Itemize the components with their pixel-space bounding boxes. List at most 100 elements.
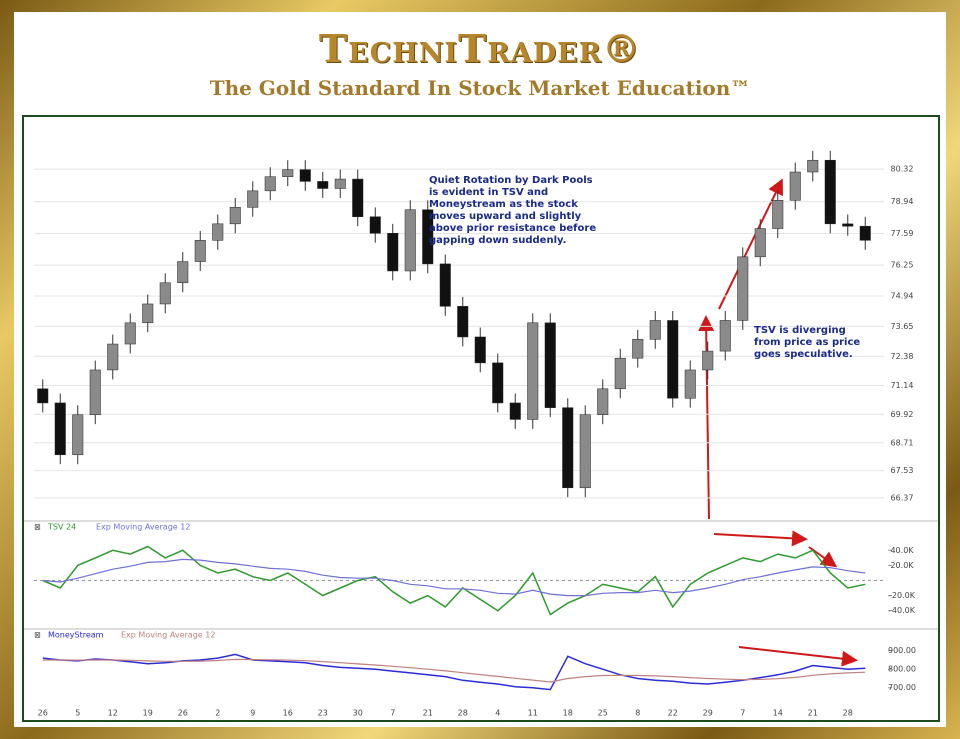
candle-body bbox=[562, 407, 574, 489]
candle-body bbox=[632, 339, 644, 359]
x-tick-label: 29 bbox=[703, 709, 713, 718]
x-tick-label: 21 bbox=[808, 709, 818, 718]
candle-body bbox=[824, 159, 836, 225]
x-tick-label: 7 bbox=[390, 709, 395, 718]
candle-body bbox=[299, 169, 311, 182]
page: TechniTrader® The Gold Standard In Stock… bbox=[14, 12, 946, 727]
legend-label: MoneyStream bbox=[48, 631, 104, 640]
candle-body bbox=[614, 357, 626, 390]
candle-body bbox=[492, 362, 504, 404]
x-tick-label: 30 bbox=[353, 709, 363, 718]
x-tick-label: 11 bbox=[528, 709, 538, 718]
candle-body bbox=[474, 336, 486, 364]
y-tick-label: 78.94 bbox=[891, 197, 914, 206]
y-tick-label: 74.94 bbox=[891, 291, 914, 300]
candle-body bbox=[404, 209, 416, 272]
arrow bbox=[713, 530, 808, 547]
y-tick-label: 800.00 bbox=[888, 665, 916, 674]
x-tick-label: 26 bbox=[178, 709, 188, 718]
x-tick-label: 22 bbox=[668, 709, 678, 718]
chart-panel: 66.37 67.53 68.71 69.92 71.14 72.38 73.65 74.94… bbox=[22, 115, 940, 722]
annotation-arrows bbox=[698, 178, 858, 667]
candle-body bbox=[54, 402, 66, 456]
candle-body bbox=[842, 223, 854, 227]
candle-body bbox=[387, 233, 399, 272]
x-tick-label: 7 bbox=[740, 709, 745, 718]
arrow bbox=[738, 646, 858, 667]
candle-body bbox=[352, 178, 364, 218]
y-tick-label: 66.37 bbox=[891, 493, 914, 502]
y-tick-label: 77.59 bbox=[891, 229, 914, 238]
y-tick-label: 40.0K bbox=[890, 546, 914, 555]
candle-body bbox=[37, 388, 49, 404]
x-tick-label: 4 bbox=[495, 709, 500, 718]
series-line bbox=[42, 558, 866, 597]
x-tick-label: 25 bbox=[598, 709, 608, 718]
candle-body bbox=[772, 200, 784, 229]
candle-body bbox=[264, 176, 276, 192]
y-tick-label: 67.53 bbox=[891, 466, 914, 475]
candle-body bbox=[369, 216, 381, 234]
candle-body bbox=[457, 306, 469, 338]
candle-body bbox=[509, 402, 521, 420]
y-tick-label: 73.65 bbox=[891, 322, 914, 331]
candle-body bbox=[282, 169, 294, 177]
y-tick-label: -20.0K bbox=[889, 591, 916, 600]
x-tick-label: 23 bbox=[318, 709, 328, 718]
candle-body bbox=[754, 228, 766, 258]
y-tick-label: 700.00 bbox=[888, 683, 916, 692]
arrow bbox=[718, 178, 783, 310]
candle-body bbox=[142, 303, 154, 324]
candle-body bbox=[212, 223, 224, 241]
candle-body bbox=[737, 256, 749, 321]
legend-box: ⊠ bbox=[34, 631, 41, 640]
legend-label: Exp Moving Average 12 bbox=[121, 631, 215, 640]
y-tick-label: 80.32 bbox=[891, 165, 914, 174]
candle-body bbox=[667, 320, 679, 399]
candle-body bbox=[124, 322, 136, 345]
candle-body bbox=[334, 178, 346, 189]
annotation: TSV is diverging from price as price goe… bbox=[754, 325, 861, 360]
x-tick-label: 28 bbox=[843, 709, 853, 718]
series-line bbox=[42, 658, 866, 683]
y-tick-label: 69.92 bbox=[891, 410, 914, 419]
candle-body bbox=[597, 388, 609, 415]
x-tick-label: 2 bbox=[215, 709, 220, 718]
candle-body bbox=[107, 343, 119, 371]
x-tick-label: 28 bbox=[458, 709, 468, 718]
x-tick-label: 16 bbox=[283, 709, 293, 718]
candle-body bbox=[579, 414, 591, 489]
brand-subtitle: The Gold Standard In Stock Market Educat… bbox=[209, 76, 751, 100]
candle-body bbox=[159, 282, 171, 305]
y-tick-label: 76.25 bbox=[891, 261, 914, 270]
legend-box: ⊠ bbox=[34, 523, 41, 532]
candle-body bbox=[194, 240, 206, 262]
x-tick-label: 18 bbox=[563, 709, 573, 718]
legend-label: TSV 24 bbox=[47, 523, 76, 532]
y-tick-label: 900.00 bbox=[888, 646, 916, 655]
y-tick-label: 71.14 bbox=[891, 381, 914, 390]
brand-title: TechniTrader® bbox=[318, 26, 642, 71]
candle-body bbox=[422, 209, 434, 265]
candle-body bbox=[229, 207, 241, 225]
candle-body bbox=[789, 171, 801, 201]
x-tick-label: 5 bbox=[75, 709, 80, 718]
y-tick-label: 72.38 bbox=[891, 352, 914, 361]
candle-body bbox=[72, 414, 84, 456]
x-tick-label: 19 bbox=[143, 709, 153, 718]
candle-body bbox=[719, 320, 731, 352]
candle-body bbox=[439, 263, 451, 307]
candle-body bbox=[702, 350, 714, 371]
candle-body bbox=[89, 369, 101, 415]
y-tick-label: 68.71 bbox=[891, 438, 914, 447]
chart: 66.37 67.53 68.71 69.92 71.14 72.38 73.65 74.94… bbox=[24, 150, 938, 718]
candle-body bbox=[317, 181, 329, 189]
candle-body bbox=[649, 320, 661, 340]
legend-label: Exp Moving Average 12 bbox=[96, 523, 190, 532]
annotation: Quiet Rotation by Dark Pools is evident … bbox=[429, 175, 597, 246]
x-tick-label: 21 bbox=[423, 709, 433, 718]
candle-body bbox=[527, 322, 539, 420]
series-line bbox=[42, 545, 866, 616]
y-tick-label: -40.0K bbox=[889, 606, 916, 615]
candle-body bbox=[247, 190, 259, 208]
